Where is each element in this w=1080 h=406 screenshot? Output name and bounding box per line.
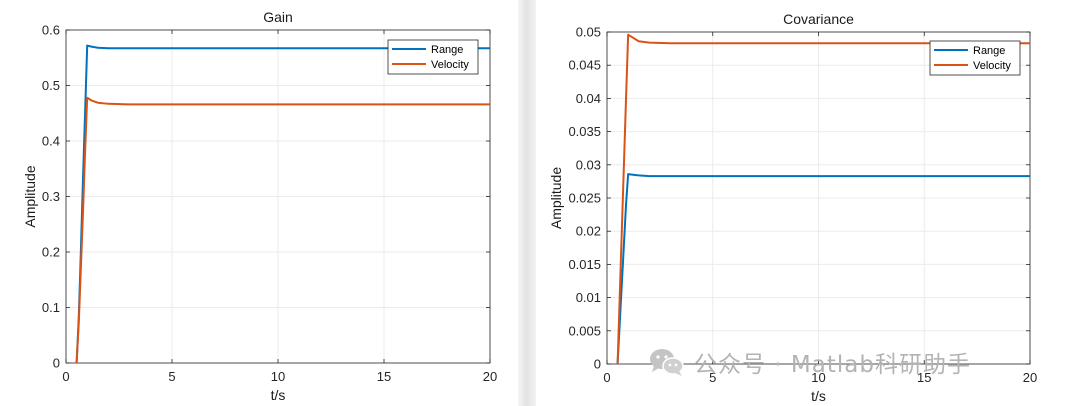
x-tick-label: 10 <box>271 369 285 384</box>
y-axis-label: Amplitude <box>548 167 564 229</box>
series-line-velocity <box>75 96 490 364</box>
series-line-range <box>75 44 490 364</box>
watermark: 公众号 · Matlab科研助手 <box>648 344 971 380</box>
gain-panel: 0 5 10 15 20 0 0.1 0.2 0.3 0.4 0.5 0.6 Gain t/s Amplit… <box>0 0 518 406</box>
x-tick-label: 0 <box>62 369 69 384</box>
panel-divider <box>518 0 536 406</box>
x-tick-label: 5 <box>168 369 175 384</box>
y-tick-label: 0.025 <box>568 191 601 206</box>
y-tick-label: 0.03 <box>576 157 601 172</box>
y-tick-label: 0.6 <box>42 23 60 38</box>
legend-label-velocity: Velocity <box>973 60 1011 72</box>
series-line-velocity <box>616 33 1030 365</box>
legend: Range Velocity <box>929 40 1021 76</box>
y-tick-label: 0.2 <box>42 245 60 260</box>
wechat-icon <box>648 347 686 377</box>
covariance-chart: 0 5 10 15 20 0 0.005 0.01 0.015 0.02 0.025 0.03 0.03… <box>548 11 1037 404</box>
y-tick-label: 0 <box>53 356 60 371</box>
legend-label-range: Range <box>973 45 1005 57</box>
chart-title: Covariance <box>783 11 854 27</box>
y-tick-label: 0.1 <box>42 300 60 315</box>
x-tick-label: 20 <box>483 369 497 384</box>
covariance-panel: 0 5 10 15 20 0 0.005 0.01 0.015 0.02 0.025 0.03 0.03… <box>536 0 1080 406</box>
y-tick-label: 0.3 <box>42 189 60 204</box>
y-tick-label: 0.045 <box>568 58 601 73</box>
legend-label-velocity: Velocity <box>431 59 469 71</box>
y-axis-label: Amplitude <box>22 165 38 227</box>
x-tick-label: 15 <box>377 369 391 384</box>
y-tick-label: 0.02 <box>576 224 601 239</box>
x-tick-label: 15 <box>917 370 931 385</box>
y-tick-label: 0.05 <box>576 25 601 40</box>
y-tick-label: 0.005 <box>568 323 601 338</box>
series-line-range <box>616 173 1030 365</box>
y-tick-label: 0.5 <box>42 78 60 93</box>
legend-box <box>387 39 479 75</box>
x-tick-label: 5 <box>709 370 716 385</box>
watermark-text: 公众号 · Matlab科研助手 <box>694 352 971 378</box>
legend: Range Velocity <box>387 39 479 75</box>
legend-box <box>929 40 1021 76</box>
x-tick-label: 20 <box>1023 370 1037 385</box>
y-tick-label: 0.01 <box>576 290 601 305</box>
chart-title: Gain <box>263 9 293 25</box>
legend-label-range: Range <box>431 44 463 56</box>
gain-chart: 0 5 10 15 20 0 0.1 0.2 0.3 0.4 0.5 0.6 Gain t/s Amplit… <box>22 9 497 403</box>
x-tick-label: 0 <box>603 370 610 385</box>
x-axis-label: t/s <box>271 387 286 403</box>
x-axis-label: t/s <box>811 388 826 404</box>
y-tick-label: 0 <box>594 357 601 372</box>
y-tick-label: 0.015 <box>568 257 601 272</box>
x-tick-label: 10 <box>811 370 825 385</box>
y-tick-label: 0.035 <box>568 124 601 139</box>
y-tick-label: 0.4 <box>42 134 60 149</box>
y-tick-label: 0.04 <box>576 91 601 106</box>
